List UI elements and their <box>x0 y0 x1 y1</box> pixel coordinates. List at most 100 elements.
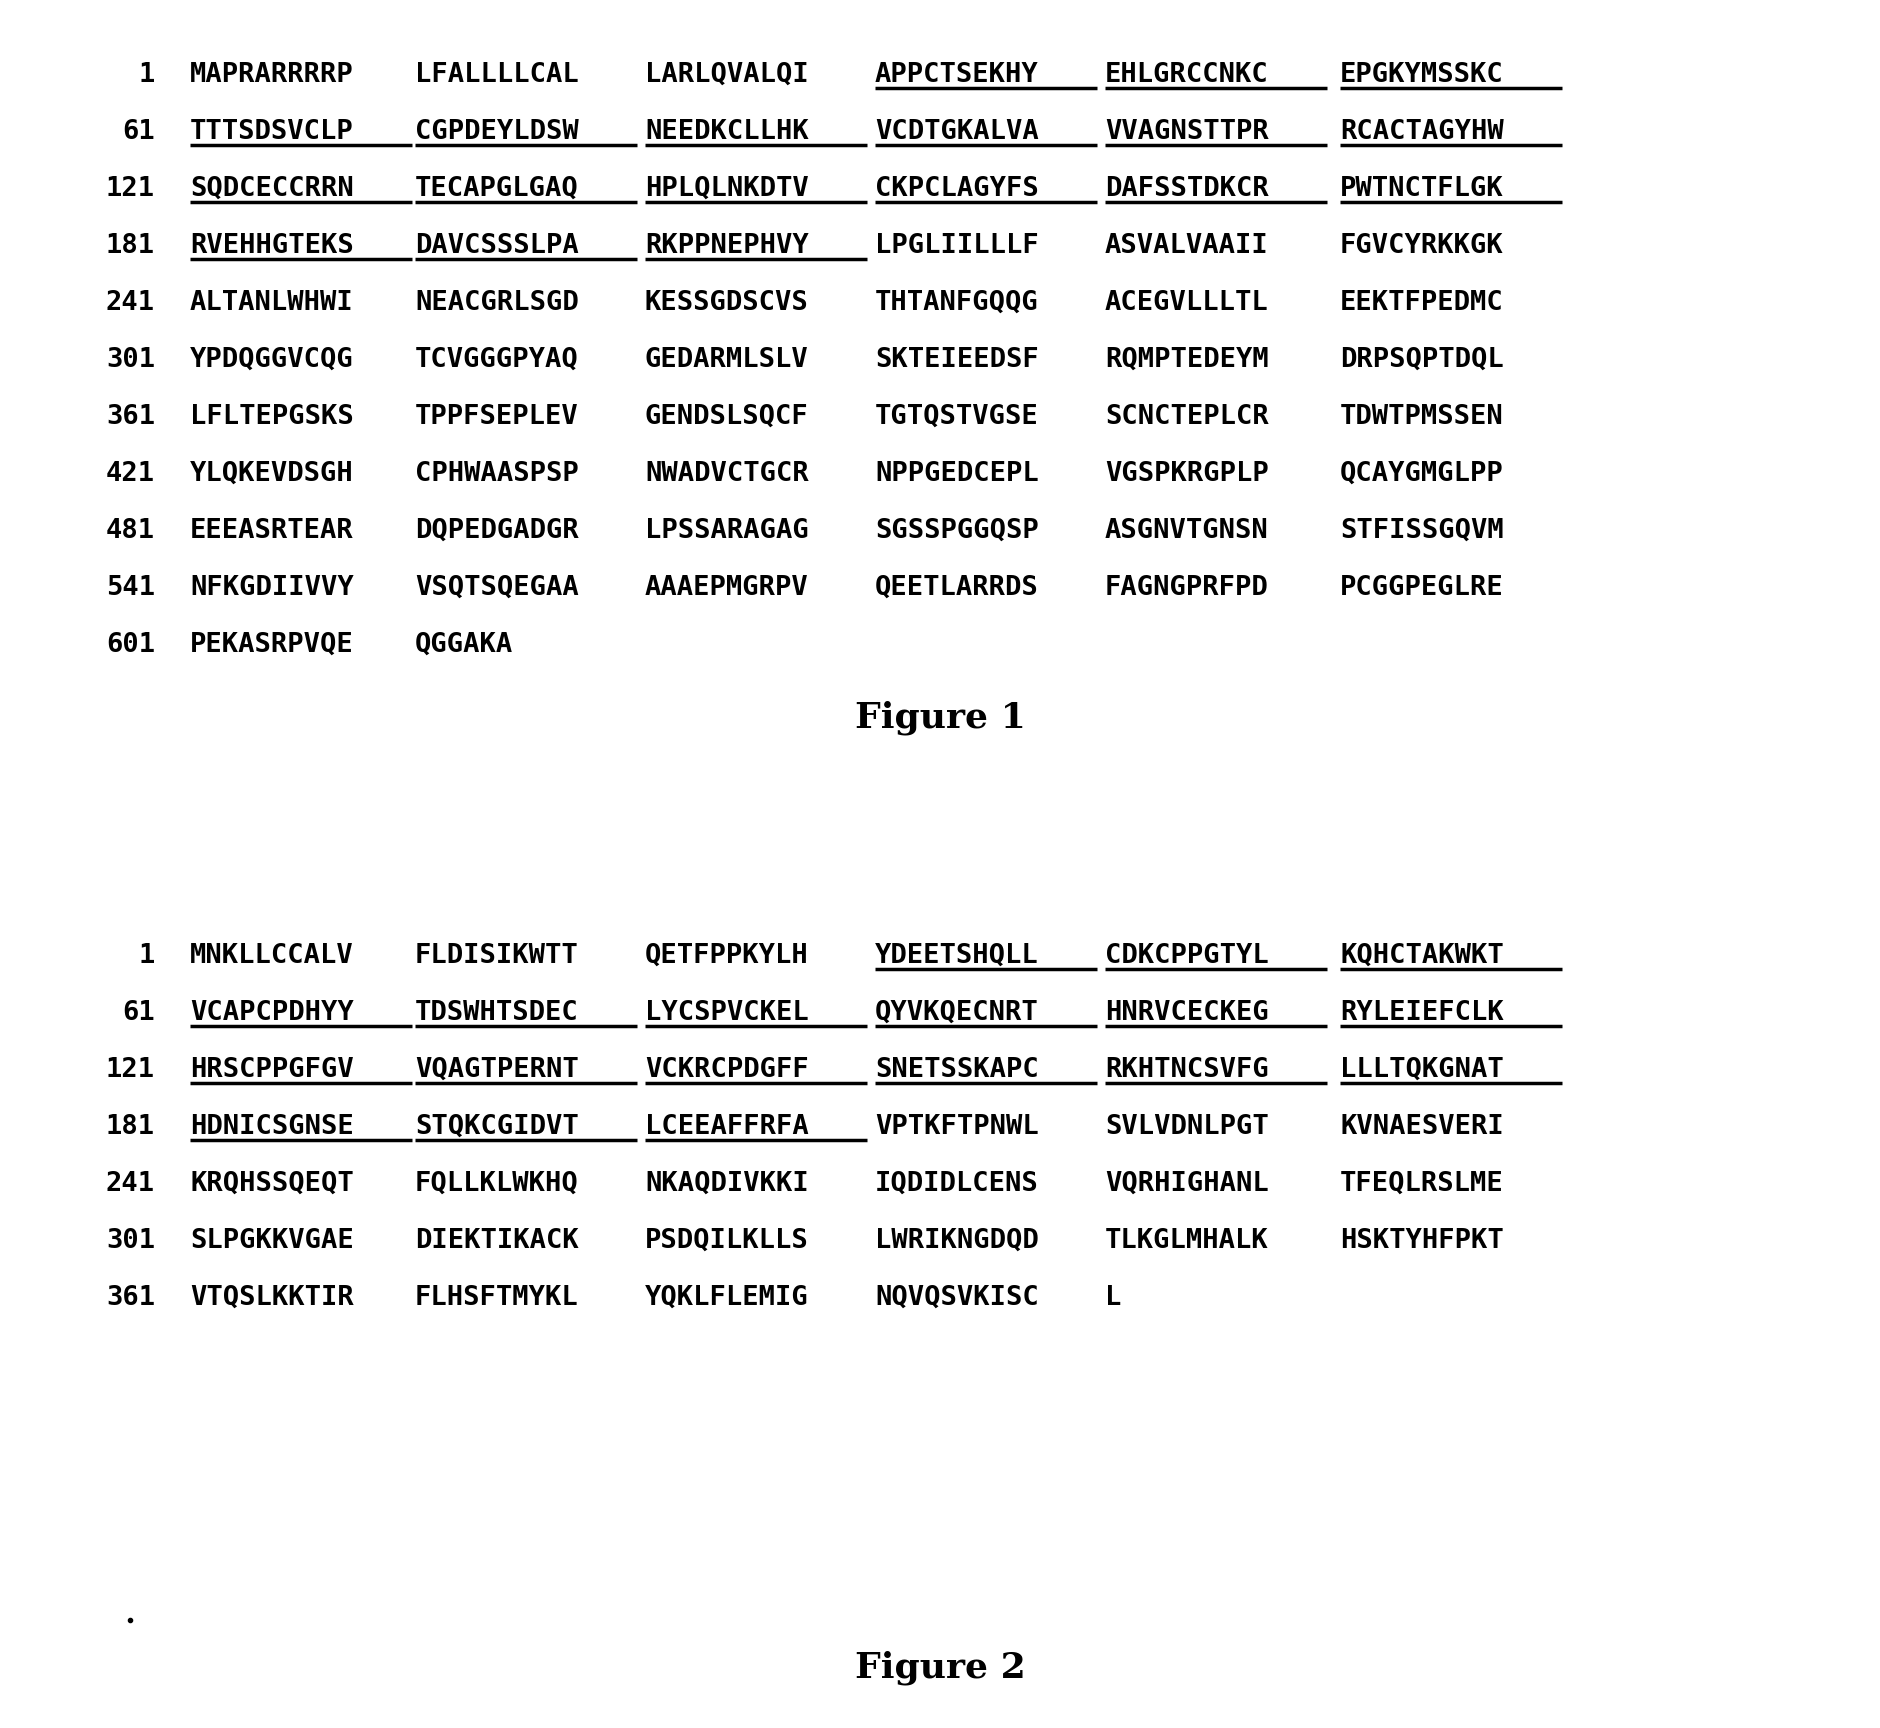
Text: LPSSARAGAG: LPSSARAGAG <box>645 518 808 544</box>
Text: SGSSPGGQSP: SGSSPGGQSP <box>874 518 1040 544</box>
Text: EEEASRTEAR: EEEASRTEAR <box>190 518 353 544</box>
Text: FAGNGPRFPD: FAGNGPRFPD <box>1105 575 1269 601</box>
Text: PEKASRPVQE: PEKASRPVQE <box>190 632 353 658</box>
Text: SNETSSKAPC: SNETSSKAPC <box>874 1058 1040 1083</box>
Text: IQDIDLCENS: IQDIDLCENS <box>874 1172 1040 1198</box>
Text: 121: 121 <box>105 1058 154 1083</box>
Text: HNRVCECKEG: HNRVCECKEG <box>1105 1001 1269 1026</box>
Text: VCAPCPDHYY: VCAPCPDHYY <box>190 1001 353 1026</box>
Text: PSDQILKLLS: PSDQILKLLS <box>645 1229 808 1255</box>
Text: PWTNCTFLGK: PWTNCTFLGK <box>1340 176 1504 202</box>
Text: RVEHHGTEKS: RVEHHGTEKS <box>190 233 353 259</box>
Text: 241: 241 <box>105 290 154 316</box>
Text: PCGGPEGLRE: PCGGPEGLRE <box>1340 575 1504 601</box>
Text: HDNICSGNSE: HDNICSGNSE <box>190 1115 353 1140</box>
Text: NQVQSVKISC: NQVQSVKISC <box>874 1286 1040 1312</box>
Text: MAPRARRRRP: MAPRARRRRP <box>190 62 353 88</box>
Text: SLPGKKVGAE: SLPGKKVGAE <box>190 1229 353 1255</box>
Text: VQRHIGHANL: VQRHIGHANL <box>1105 1172 1269 1198</box>
Text: SKTEIEEDSF: SKTEIEEDSF <box>874 347 1040 373</box>
Text: SQDCECCRRN: SQDCECCRRN <box>190 176 353 202</box>
Text: NFKGDIIVVY: NFKGDIIVVY <box>190 575 353 601</box>
Text: SCNCTEPLCR: SCNCTEPLCR <box>1105 404 1269 430</box>
Text: LCEEAFFRFA: LCEEAFFRFA <box>645 1115 808 1140</box>
Text: 301: 301 <box>105 347 154 373</box>
Text: THTANFGQQG: THTANFGQQG <box>874 290 1040 316</box>
Text: Figure 2: Figure 2 <box>855 1650 1025 1685</box>
Text: DQPEDGADGR: DQPEDGADGR <box>415 518 579 544</box>
Text: RYLEIEFCLK: RYLEIEFCLK <box>1340 1001 1504 1026</box>
Text: TDSWHTSDEC: TDSWHTSDEC <box>415 1001 579 1026</box>
Text: LARLQVALQI: LARLQVALQI <box>645 62 808 88</box>
Text: HRSCPPGFGV: HRSCPPGFGV <box>190 1058 353 1083</box>
Text: 541: 541 <box>105 575 154 601</box>
Text: FGVCYRKKGK: FGVCYRKKGK <box>1340 233 1504 259</box>
Text: GEDARMLSLV: GEDARMLSLV <box>645 347 808 373</box>
Text: 61: 61 <box>122 119 154 145</box>
Text: VPTKFTPNWL: VPTKFTPNWL <box>874 1115 1040 1140</box>
Text: CPHWAASPSP: CPHWAASPSP <box>415 461 579 487</box>
Text: YPDQGGVCQG: YPDQGGVCQG <box>190 347 353 373</box>
Text: TFEQLRSLME: TFEQLRSLME <box>1340 1172 1504 1198</box>
Text: VCDTGKALVA: VCDTGKALVA <box>874 119 1040 145</box>
Text: 481: 481 <box>105 518 154 544</box>
Text: L: L <box>1105 1286 1120 1312</box>
Text: LLLTQKGNAT: LLLTQKGNAT <box>1340 1058 1504 1083</box>
Text: HPLQLNKDTV: HPLQLNKDTV <box>645 176 808 202</box>
Text: SVLVDNLPGT: SVLVDNLPGT <box>1105 1115 1269 1140</box>
Text: LFLTEPGSKS: LFLTEPGSKS <box>190 404 353 430</box>
Text: RQMPTEDEYM: RQMPTEDEYM <box>1105 347 1269 373</box>
Text: GENDSLSQCF: GENDSLSQCF <box>645 404 808 430</box>
Text: 421: 421 <box>105 461 154 487</box>
Text: NKAQDIVKKI: NKAQDIVKKI <box>645 1172 808 1198</box>
Text: FLDISIKWTT: FLDISIKWTT <box>415 943 579 969</box>
Text: NEACGRLSGD: NEACGRLSGD <box>415 290 579 316</box>
Text: TCVGGGPYAQ: TCVGGGPYAQ <box>415 347 579 373</box>
Text: AAAEPMGRPV: AAAEPMGRPV <box>645 575 808 601</box>
Text: RCACTAGYHW: RCACTAGYHW <box>1340 119 1504 145</box>
Text: CGPDEYLDSW: CGPDEYLDSW <box>415 119 579 145</box>
Text: QCAYGMGLPP: QCAYGMGLPP <box>1340 461 1504 487</box>
Text: KQHCTAKWKT: KQHCTAKWKT <box>1340 943 1504 969</box>
Text: LFALLLLCAL: LFALLLLCAL <box>415 62 579 88</box>
Text: LPGLIILLLF: LPGLIILLLF <box>874 233 1040 259</box>
Text: NPPGEDCEPL: NPPGEDCEPL <box>874 461 1040 487</box>
Text: NEEDKCLLHK: NEEDKCLLHK <box>645 119 808 145</box>
Text: 301: 301 <box>105 1229 154 1255</box>
Text: 241: 241 <box>105 1172 154 1198</box>
Text: DIEKTIKACK: DIEKTIKACK <box>415 1229 579 1255</box>
Text: EPGKYMSSKC: EPGKYMSSKC <box>1340 62 1504 88</box>
Text: VVAGNSTTPR: VVAGNSTTPR <box>1105 119 1269 145</box>
Text: MNKLLCCALV: MNKLLCCALV <box>190 943 353 969</box>
Text: TPPFSEPLEV: TPPFSEPLEV <box>415 404 579 430</box>
Text: 181: 181 <box>105 233 154 259</box>
Text: 121: 121 <box>105 176 154 202</box>
Text: KVNAESVERI: KVNAESVERI <box>1340 1115 1504 1140</box>
Text: LYCSPVCKEL: LYCSPVCKEL <box>645 1001 808 1026</box>
Text: QYVKQECNRT: QYVKQECNRT <box>874 1001 1040 1026</box>
Text: KRQHSSQEQT: KRQHSSQEQT <box>190 1172 353 1198</box>
Text: FLHSFTMYKL: FLHSFTMYKL <box>415 1286 579 1312</box>
Text: 181: 181 <box>105 1115 154 1140</box>
Text: YQKLFLEMIG: YQKLFLEMIG <box>645 1286 808 1312</box>
Text: VGSPKRGPLP: VGSPKRGPLP <box>1105 461 1269 487</box>
Text: Figure 1: Figure 1 <box>855 702 1025 734</box>
Text: 361: 361 <box>105 1286 154 1312</box>
Text: ASVALVAAII: ASVALVAAII <box>1105 233 1269 259</box>
Text: TDWTPMSSEN: TDWTPMSSEN <box>1340 404 1504 430</box>
Text: VCKRCPDGFF: VCKRCPDGFF <box>645 1058 808 1083</box>
Text: STQKCGIDVT: STQKCGIDVT <box>415 1115 579 1140</box>
Text: LWRIKNGDQD: LWRIKNGDQD <box>874 1229 1040 1255</box>
Text: EHLGRCCNKC: EHLGRCCNKC <box>1105 62 1269 88</box>
Text: VTQSLKKTIR: VTQSLKKTIR <box>190 1286 353 1312</box>
Text: TGTQSTVGSE: TGTQSTVGSE <box>874 404 1040 430</box>
Text: TLKGLMHALK: TLKGLMHALK <box>1105 1229 1269 1255</box>
Text: HSKTYHFPKT: HSKTYHFPKT <box>1340 1229 1504 1255</box>
Text: 1: 1 <box>139 62 154 88</box>
Text: FQLLKLWKHQ: FQLLKLWKHQ <box>415 1172 579 1198</box>
Text: QGGAKA: QGGAKA <box>415 632 513 658</box>
Text: DRPSQPTDQL: DRPSQPTDQL <box>1340 347 1504 373</box>
Text: ALTANLWHWI: ALTANLWHWI <box>190 290 353 316</box>
Text: VQAGTPERNT: VQAGTPERNT <box>415 1058 579 1083</box>
Text: YDEETSHQLL: YDEETSHQLL <box>874 943 1040 969</box>
